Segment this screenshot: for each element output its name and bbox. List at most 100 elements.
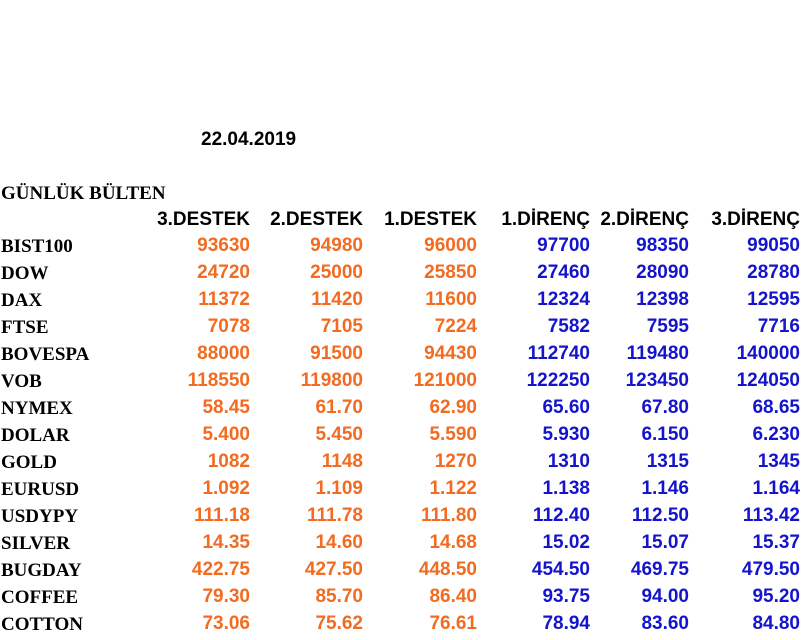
value-support-2: 427.50 xyxy=(304,559,363,580)
table-row: COFFEE 79.30 85.70 86.40 93.75 94.00 95.20 xyxy=(0,586,807,613)
value-resistance-1: 93.75 xyxy=(542,586,590,607)
value-support-2: 94980 xyxy=(310,235,363,256)
table-row: DOLAR 5.400 5.450 5.590 5.930 6.150 6.230 xyxy=(0,424,807,451)
value-resistance-1: 78.94 xyxy=(542,613,590,634)
value-resistance-1: 1310 xyxy=(547,451,590,472)
value-support-3: 422.75 xyxy=(191,559,250,580)
instrument-name: DOLAR xyxy=(1,425,70,446)
table-row: SILVER 14.35 14.60 14.68 15.02 15.07 15.37 xyxy=(0,532,807,559)
value-resistance-2: 1.146 xyxy=(641,478,689,499)
instrument-name: COFFEE xyxy=(1,587,79,608)
value-resistance-1: 27460 xyxy=(537,262,590,283)
value-support-1: 1270 xyxy=(434,451,477,472)
value-support-1: 94430 xyxy=(424,343,477,364)
value-support-1: 5.590 xyxy=(429,424,477,445)
value-support-3: 73.06 xyxy=(202,613,250,634)
value-support-2: 85.70 xyxy=(315,586,363,607)
value-support-1: 7224 xyxy=(434,316,477,337)
value-resistance-3: 479.50 xyxy=(741,559,800,580)
value-resistance-3: 28780 xyxy=(747,262,800,283)
value-resistance-3: 84.80 xyxy=(752,613,800,634)
value-support-1: 1.122 xyxy=(429,478,477,499)
table-header: 3.DESTEK 2.DESTEK 1.DESTEK 1.DİRENÇ 2.Dİ… xyxy=(0,209,807,236)
table-row: GOLD 1082 1148 1270 1310 1315 1345 xyxy=(0,451,807,478)
value-support-2: 1.109 xyxy=(315,478,363,499)
header-support-3: 3.DESTEK xyxy=(157,209,250,230)
value-support-2: 119800 xyxy=(300,370,363,391)
value-resistance-3: 140000 xyxy=(736,343,800,364)
value-resistance-2: 12398 xyxy=(636,289,689,310)
instrument-name: FTSE xyxy=(1,317,49,338)
value-support-2: 61.70 xyxy=(315,397,363,418)
value-resistance-3: 1.164 xyxy=(752,478,800,499)
value-resistance-2: 98350 xyxy=(636,235,689,256)
table-row: BOVESPA 88000 91500 94430 112740 119480 140000 xyxy=(0,343,807,370)
value-resistance-2: 83.60 xyxy=(641,613,689,634)
instrument-name: USDYPY xyxy=(1,506,79,527)
instrument-name: NYMEX xyxy=(1,398,73,419)
instrument-name: DOW xyxy=(1,263,49,284)
bulletin-title: GÜNLÜK BÜLTEN xyxy=(1,183,166,204)
value-support-2: 91500 xyxy=(310,343,363,364)
value-resistance-2: 112.50 xyxy=(631,505,689,526)
value-support-2: 111.78 xyxy=(306,505,363,526)
value-resistance-1: 97700 xyxy=(537,235,590,256)
value-support-3: 79.30 xyxy=(202,586,250,607)
value-resistance-1: 122250 xyxy=(526,370,590,391)
value-resistance-2: 67.80 xyxy=(641,397,689,418)
value-resistance-3: 12595 xyxy=(747,289,800,310)
value-support-3: 5.400 xyxy=(202,424,250,445)
value-support-2: 75.62 xyxy=(315,613,363,634)
instrument-name: SILVER xyxy=(1,533,71,554)
value-resistance-2: 6.150 xyxy=(641,424,689,445)
value-support-3: 88000 xyxy=(197,343,250,364)
value-resistance-2: 15.07 xyxy=(641,532,689,553)
value-resistance-3: 6.230 xyxy=(752,424,800,445)
value-support-2: 11420 xyxy=(311,289,363,310)
value-support-2: 5.450 xyxy=(315,424,363,445)
value-resistance-2: 123450 xyxy=(625,370,689,391)
instrument-name: COTTON xyxy=(1,614,84,635)
value-resistance-3: 7716 xyxy=(757,316,800,337)
value-support-3: 93630 xyxy=(197,235,250,256)
table-row: NYMEX 58.45 61.70 62.90 65.60 67.80 68.65 xyxy=(0,397,807,424)
instrument-name: GOLD xyxy=(1,452,57,473)
table-row: BIST100 93630 94980 96000 97700 98350 99050 xyxy=(0,235,807,262)
value-support-2: 7105 xyxy=(320,316,363,337)
value-resistance-1: 15.02 xyxy=(542,532,590,553)
value-support-2: 1148 xyxy=(321,451,363,472)
value-support-1: 11600 xyxy=(425,289,477,310)
value-resistance-3: 95.20 xyxy=(752,586,800,607)
value-resistance-2: 119480 xyxy=(626,343,689,364)
value-resistance-1: 112.40 xyxy=(532,505,590,526)
value-support-1: 14.68 xyxy=(429,532,477,553)
value-support-3: 7078 xyxy=(207,316,250,337)
value-resistance-3: 99050 xyxy=(747,235,800,256)
table-row: FTSE 7078 7105 7224 7582 7595 7716 xyxy=(0,316,807,343)
header-resistance-3: 3.DİRENÇ xyxy=(711,209,800,230)
table-row: EURUSD 1.092 1.109 1.122 1.138 1.146 1.164 xyxy=(0,478,807,505)
value-support-3: 1082 xyxy=(207,451,250,472)
value-resistance-3: 124050 xyxy=(736,370,800,391)
value-support-3: 58.45 xyxy=(202,397,250,418)
value-resistance-3: 1345 xyxy=(757,451,800,472)
value-support-3: 24720 xyxy=(197,262,250,283)
value-support-3: 14.35 xyxy=(202,532,250,553)
value-resistance-2: 1315 xyxy=(646,451,689,472)
instrument-name: VOB xyxy=(1,371,42,392)
value-resistance-2: 7595 xyxy=(646,316,689,337)
value-resistance-1: 5.930 xyxy=(542,424,590,445)
value-resistance-3: 68.65 xyxy=(752,397,800,418)
value-resistance-1: 7582 xyxy=(547,316,590,337)
table-row: BUGDAY 422.75 427.50 448.50 454.50 469.75 479.… xyxy=(0,559,807,586)
table-row: COTTON 73.06 75.62 76.61 78.94 83.60 84.80 xyxy=(0,613,807,640)
value-resistance-1: 112740 xyxy=(527,343,590,364)
table-row: DAX 11372 11420 11600 12324 12398 12595 xyxy=(0,289,807,316)
value-support-3: 118550 xyxy=(187,370,250,391)
table-row: VOB 118550 119800 121000 122250 123450 124050 xyxy=(0,370,807,397)
instrument-name: BOVESPA xyxy=(1,344,90,365)
value-resistance-3: 113.42 xyxy=(742,505,800,526)
value-resistance-1: 65.60 xyxy=(542,397,590,418)
value-support-1: 86.40 xyxy=(429,586,477,607)
value-resistance-1: 454.50 xyxy=(531,559,590,580)
